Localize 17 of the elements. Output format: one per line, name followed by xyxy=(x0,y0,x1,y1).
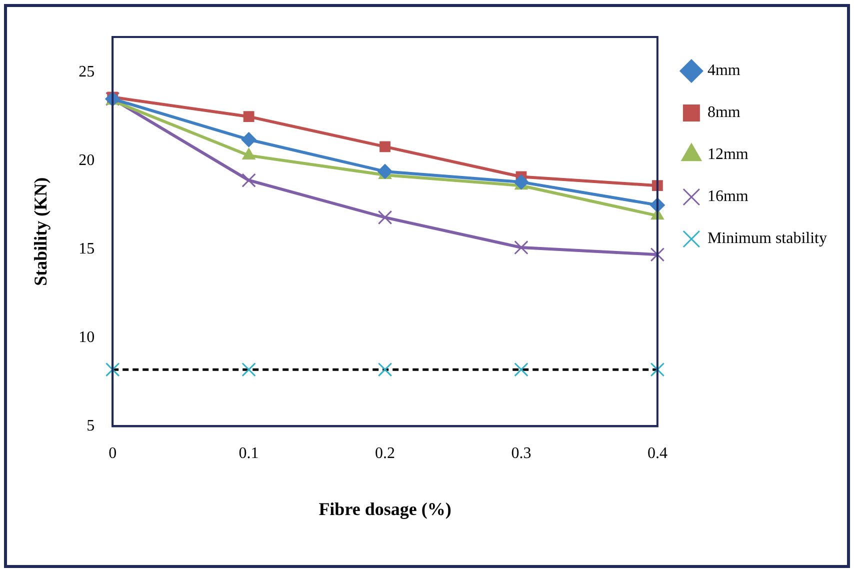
x-tick-label: 0.1 xyxy=(238,445,259,462)
x-tick-label: 0.4 xyxy=(647,445,668,462)
y-tick-label: 20 xyxy=(78,152,95,170)
legend-label: 12mm xyxy=(707,146,749,164)
y-tick-label: 15 xyxy=(78,240,95,258)
x-tick-label: 0.3 xyxy=(511,445,532,462)
y-axis-title: Stability (KN) xyxy=(30,177,50,286)
y-tick-label: 5 xyxy=(86,417,95,434)
legend-label: Minimum stability xyxy=(707,230,827,248)
legend-label: 8mm xyxy=(707,104,741,122)
legend-label: 4mm xyxy=(707,62,741,80)
y-tick-label: 25 xyxy=(78,64,95,81)
legend-label: 16mm xyxy=(707,188,749,206)
x-tick-label: 0 xyxy=(108,445,117,462)
x-tick-label: 0.2 xyxy=(375,445,396,462)
y-tick-label: 10 xyxy=(78,328,95,346)
x-axis-title: Fibre dosage (%) xyxy=(318,498,452,519)
